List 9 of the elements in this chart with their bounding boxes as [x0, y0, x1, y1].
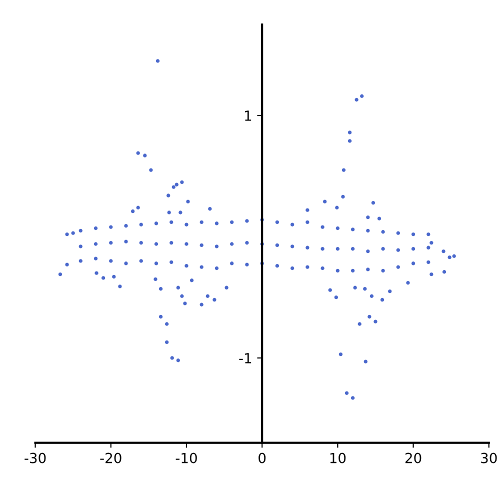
x-tick-label: 0	[258, 452, 266, 464]
x-tick-label: -30	[24, 452, 46, 464]
x-tick-label: -10	[176, 452, 197, 464]
x-tick-label: -20	[100, 452, 122, 464]
x-tick-label: 30	[481, 452, 497, 464]
x-tick-label: 10	[330, 452, 346, 464]
y-tick-label: -1	[239, 353, 252, 364]
x-tick-label: 20	[405, 452, 422, 464]
y-tick-label: 1	[245, 110, 252, 121]
